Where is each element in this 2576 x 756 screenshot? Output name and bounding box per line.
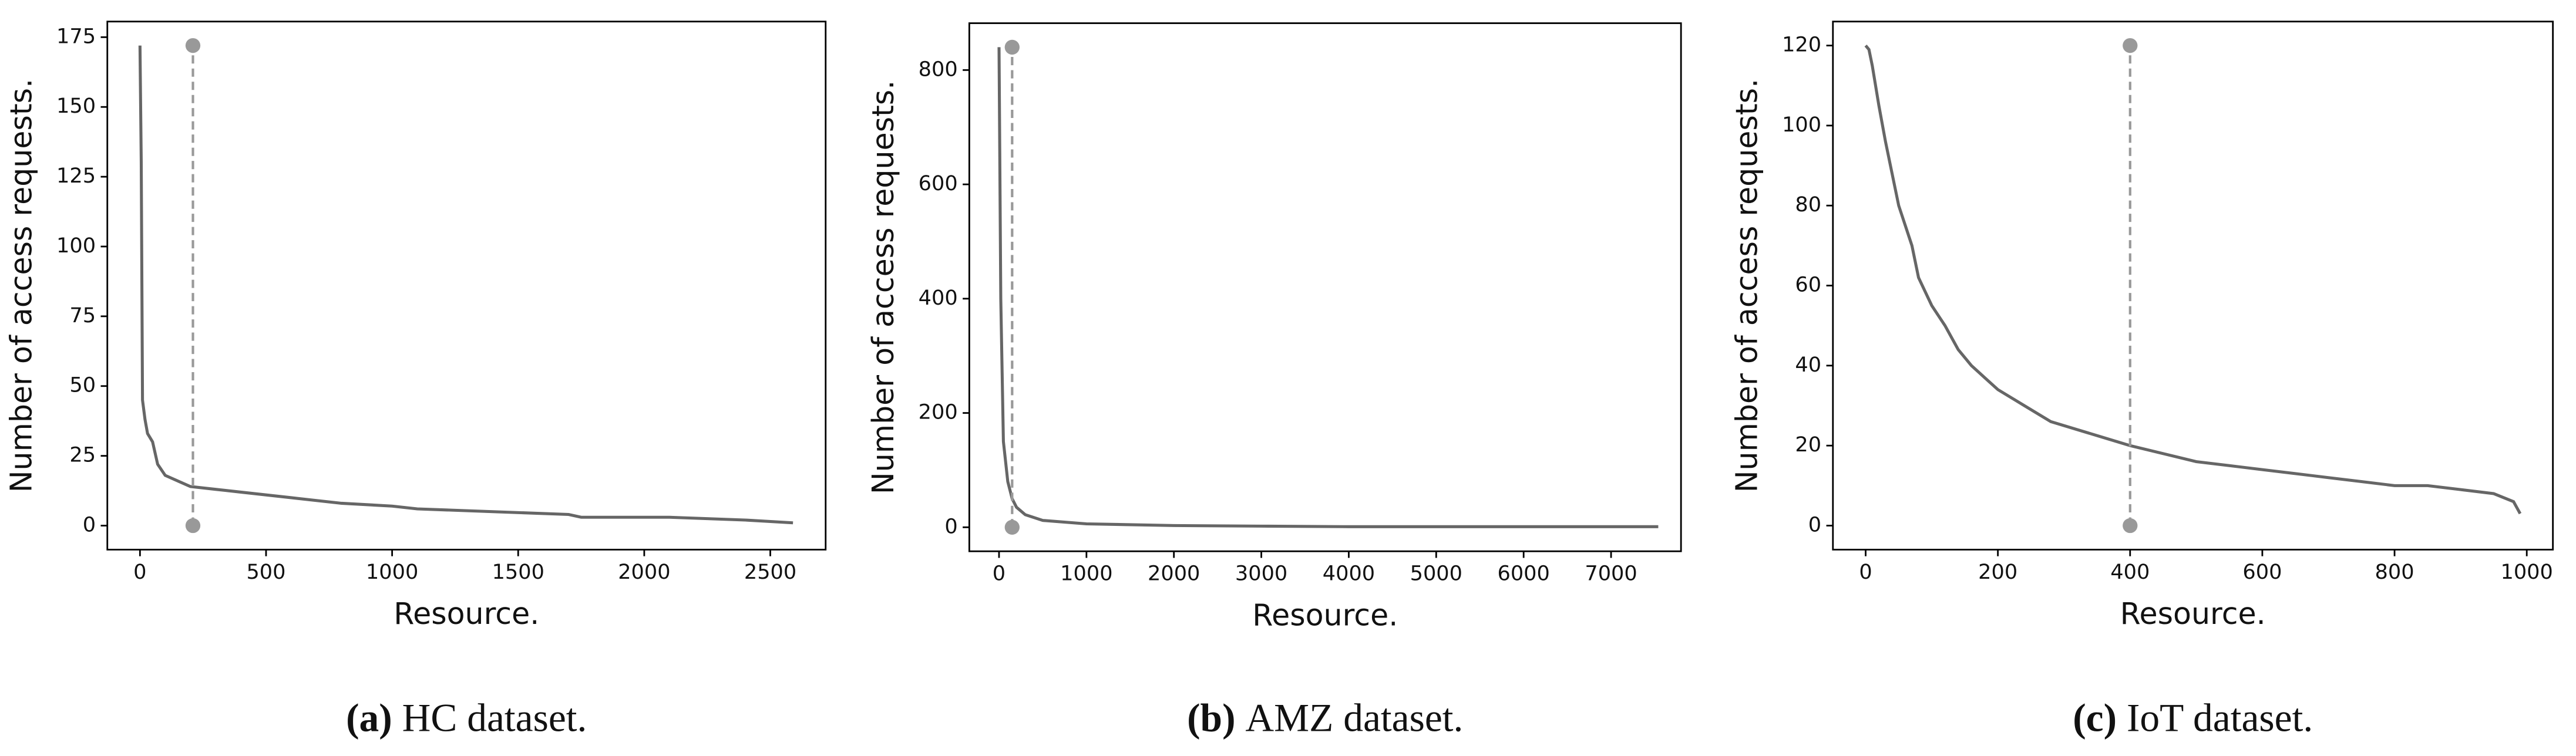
x-tick-label: 2000 xyxy=(1148,562,1200,586)
y-axis-label: Number of access requests. xyxy=(4,79,38,493)
x-tick-label: 2000 xyxy=(618,560,670,584)
x-axis-label: Resource. xyxy=(394,596,539,631)
y-tick-label: 20 xyxy=(1795,433,1821,457)
y-tick-label: 175 xyxy=(56,24,96,48)
y-tick-label: 600 xyxy=(919,171,958,195)
data-line xyxy=(997,47,1659,528)
y-tick-label: 100 xyxy=(56,234,96,258)
x-tick-label: 2500 xyxy=(744,560,796,584)
y-axis-label: Number of access requests. xyxy=(866,80,900,495)
x-tick-label: 600 xyxy=(2242,560,2282,584)
x-tick-label: 1500 xyxy=(492,560,544,584)
y-tick-label: 75 xyxy=(69,303,96,328)
x-tick-label: 0 xyxy=(133,560,146,584)
threshold-marker xyxy=(1004,519,1020,535)
x-tick-label: 1000 xyxy=(1060,562,1112,586)
caption-text: HC dataset. xyxy=(402,696,587,740)
y-tick-label: 25 xyxy=(69,443,96,467)
threshold-marker xyxy=(1004,39,1020,55)
y-tick-label: 0 xyxy=(83,513,96,537)
threshold-marker xyxy=(2123,38,2138,53)
y-tick-label: 0 xyxy=(1808,513,1821,537)
x-tick-label: 3000 xyxy=(1235,562,1287,586)
caption-label: (c) xyxy=(2073,696,2117,740)
x-tick-label: 1000 xyxy=(366,560,418,584)
caption-text: AMZ dataset. xyxy=(1245,696,1463,740)
threshold-marker xyxy=(185,518,201,534)
x-axis-label: Resource. xyxy=(1252,598,1398,633)
y-tick-label: 40 xyxy=(1795,353,1821,377)
x-tick-label: 0 xyxy=(1859,560,1872,584)
data-line xyxy=(138,45,793,525)
plot-frame xyxy=(968,22,1682,552)
caption: (a) HC dataset. xyxy=(346,696,587,740)
x-tick-label: 400 xyxy=(2110,560,2150,584)
x-axis-label: Resource. xyxy=(2120,596,2266,631)
y-tick-label: 125 xyxy=(56,164,96,188)
caption: (b) AMZ dataset. xyxy=(1187,696,1463,740)
y-tick-label: 120 xyxy=(1782,33,1821,57)
threshold-marker xyxy=(185,38,201,53)
y-axis-label: Number of access requests. xyxy=(1729,79,1764,493)
plot-frame xyxy=(1832,21,2554,551)
y-tick-label: 800 xyxy=(919,57,958,81)
y-tick-label: 0 xyxy=(944,514,957,538)
y-tick-label: 50 xyxy=(69,373,96,397)
caption-label: (b) xyxy=(1187,696,1235,740)
caption-label: (a) xyxy=(346,696,392,740)
y-tick-label: 200 xyxy=(919,400,958,424)
y-tick-label: 100 xyxy=(1782,113,1821,137)
x-tick-label: 4000 xyxy=(1323,562,1375,586)
caption-text: IoT dataset. xyxy=(2127,696,2313,740)
y-tick-label: 80 xyxy=(1795,193,1821,217)
data-line xyxy=(1864,44,2522,515)
x-tick-label: 0 xyxy=(993,562,1005,586)
y-tick-label: 400 xyxy=(919,286,958,310)
caption: (c) IoT dataset. xyxy=(2073,696,2313,740)
x-tick-label: 500 xyxy=(246,560,285,584)
y-tick-label: 60 xyxy=(1795,273,1821,297)
x-tick-label: 6000 xyxy=(1497,562,1549,586)
x-tick-label: 7000 xyxy=(1585,562,1637,586)
y-tick-label: 150 xyxy=(56,94,96,118)
threshold-marker xyxy=(2123,518,2138,534)
x-tick-label: 800 xyxy=(2375,560,2414,584)
x-tick-label: 5000 xyxy=(1410,562,1462,586)
x-tick-label: 1000 xyxy=(2500,560,2553,584)
plot-frame xyxy=(106,21,827,551)
x-tick-label: 200 xyxy=(1978,560,2017,584)
